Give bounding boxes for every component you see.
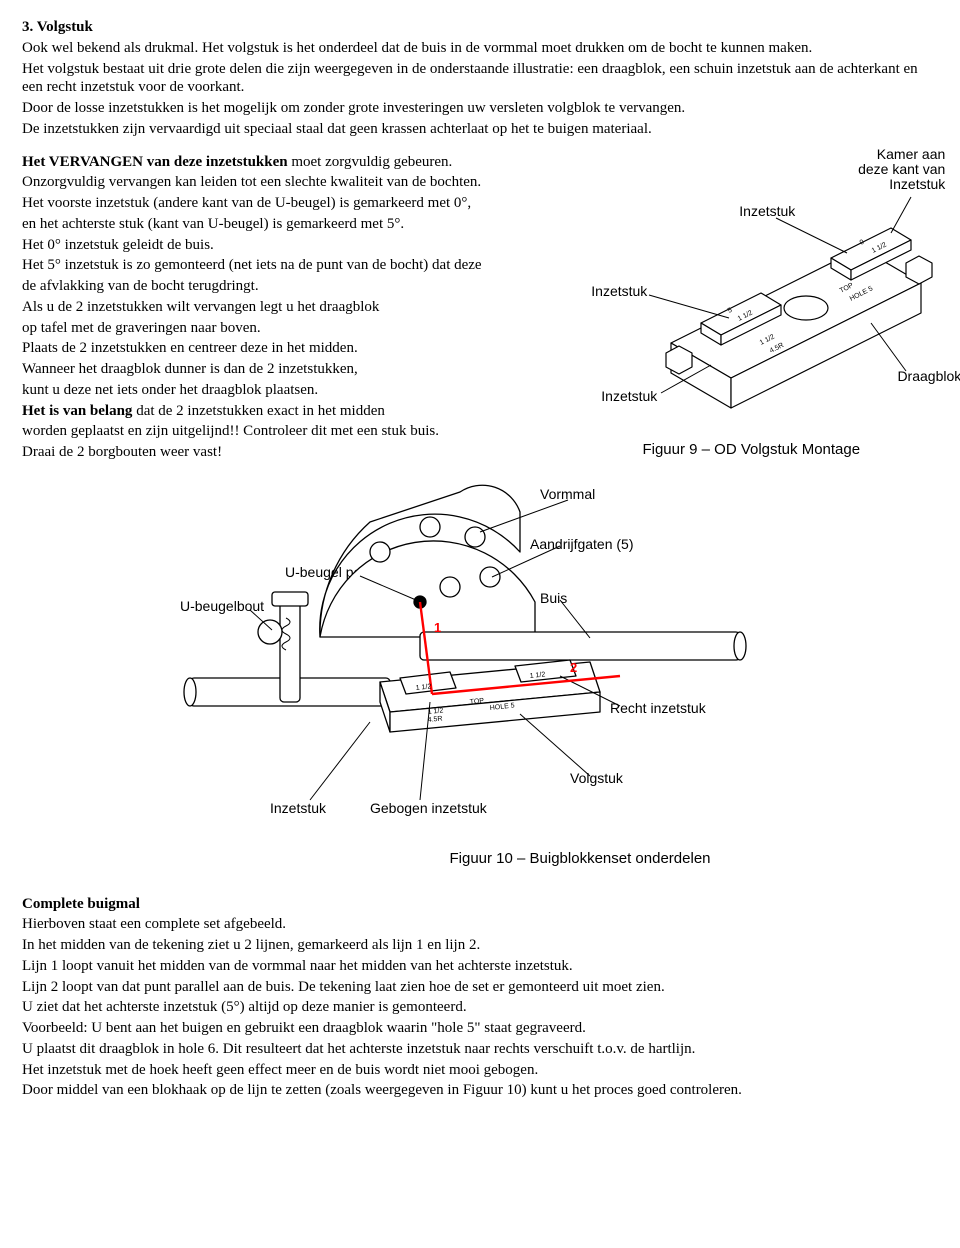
verv-l14: Draai de 2 borgbouten weer vast! [22, 443, 553, 462]
verv-l5: Het 5° inzetstuk is zo gemonteerd (net i… [22, 256, 553, 275]
complete-p8: Het inzetstuk met de hoek heeft geen eff… [22, 1061, 938, 1080]
verv-l11: kunt u deze net iets onder het draagblok… [22, 381, 553, 400]
figure-10: Vormmal Aandrijfgaten (5) U-beugel pen U… [22, 482, 938, 842]
verv-l1: Onzorgvuldig vervangen kan leiden tot ee… [22, 173, 553, 192]
fig9-drawing: 0 1 1/2 5 1 1/2 TOP HOLE 5 1 1/2 4.5R [561, 153, 941, 433]
verv-l7: Als u de 2 inzetstukken wilt vervangen l… [22, 298, 553, 317]
verv-l3: en het achterste stuk (kant van U-beugel… [22, 215, 553, 234]
vervangen-text: Het VERVANGEN van deze inzetstukken moet… [22, 153, 553, 464]
svg-text:2: 2 [570, 660, 577, 675]
complete-buigmal: Complete buigmal Hierboven staat een com… [22, 895, 938, 1101]
figure-9: Kamer aan deze kant van Inzetstuk Inzets… [561, 153, 941, 460]
verv-l9: Plaats de 2 inzetstukken en centreer dez… [22, 339, 553, 358]
vervangen-row: Het VERVANGEN van deze inzetstukken moet… [22, 153, 938, 464]
complete-p5: U ziet dat het achterste inzetstuk (5°) … [22, 998, 938, 1017]
verv-l12-bold: Het is van belang [22, 403, 132, 419]
svg-text:1: 1 [434, 620, 441, 635]
complete-p3: Lijn 1 loopt vanuit het midden van de vo… [22, 957, 938, 976]
vervangen-heading: Het VERVANGEN van deze inzetstukken moet… [22, 153, 553, 172]
intro-line-3: Door de losse inzetstukken is het mogeli… [22, 99, 938, 118]
section-title: 3. Volgstuk [22, 18, 938, 37]
verv-l10: Wanneer het draagblok dunner is dan de 2… [22, 360, 553, 379]
intro-line-4: De inzetstukken zijn vervaardigd uit spe… [22, 120, 938, 139]
verv-l2: Het voorste inzetstuk (andere kant van d… [22, 194, 553, 213]
section-3-intro: 3. Volgstuk Ook wel bekend als drukmal. … [22, 18, 938, 139]
complete-p1: Hierboven staat een complete set afgebee… [22, 915, 938, 934]
complete-p2: In het midden van de tekening ziet u 2 l… [22, 936, 938, 955]
fig10-drawing: 1 2 1 1/2 1 1/2 TOP HOLE 5 1 1/2 4.5R [120, 482, 840, 842]
verv-l4: Het 0° inzetstuk geleidt de buis. [22, 236, 553, 255]
complete-p4: Lijn 2 loopt van dat punt parallel aan d… [22, 978, 938, 997]
verv-l6: de afvlakking van de bocht terugdringt. [22, 277, 553, 296]
vervangen-heading-rest: moet zorgvuldig gebeuren. [288, 154, 453, 170]
verv-l12-rest: dat de 2 inzetstukken exact in het midde… [132, 403, 384, 419]
intro-line-2: Het volgstuk bestaat uit drie grote dele… [22, 60, 938, 98]
complete-p7: U plaatst dit draagblok in hole 6. Dit r… [22, 1040, 938, 1059]
complete-p9: Door middel van een blokhaak op de lijn … [22, 1081, 938, 1100]
verv-l13: worden geplaatst en zijn uitgelijnd!! Co… [22, 422, 553, 441]
complete-heading: Complete buigmal [22, 895, 938, 914]
complete-p6: Voorbeeld: U bent aan het buigen en gebr… [22, 1019, 938, 1038]
fig9-caption: Figuur 9 – OD Volgstuk Montage [561, 441, 941, 460]
fig10-caption: Figuur 10 – Buigblokkenset onderdelen [222, 850, 938, 869]
intro-line-1: Ook wel bekend als drukmal. Het volgstuk… [22, 39, 938, 58]
vervangen-heading-bold: Het VERVANGEN van deze inzetstukken [22, 154, 288, 170]
verv-l12: Het is van belang dat de 2 inzetstukken … [22, 402, 553, 421]
verv-l8: op tafel met de graveringen naar boven. [22, 319, 553, 338]
